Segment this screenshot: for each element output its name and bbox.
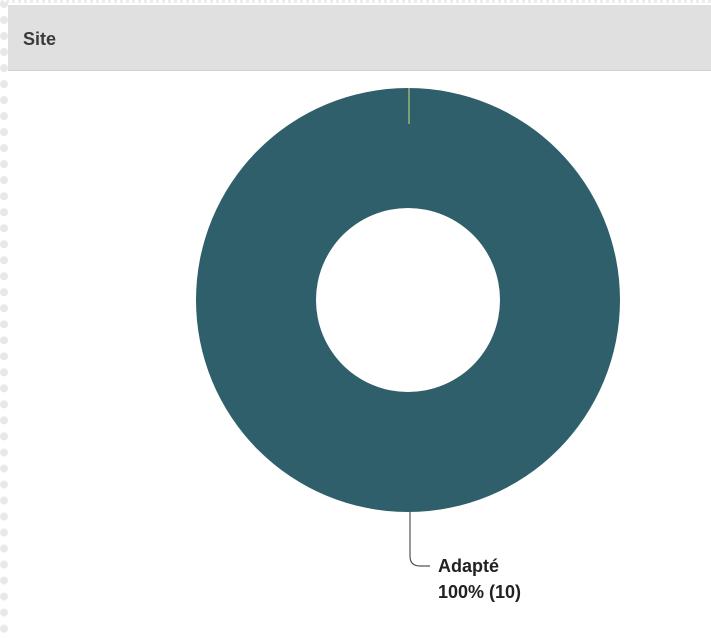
donut-chart: Adapté 100% (10) [196,88,620,602]
panel-title: Site [23,29,57,49]
slice-label: Adapté [438,556,499,576]
slice-value-label: 100% (10) [438,582,521,602]
chart-area: Adapté 100% (10) [8,72,711,633]
leader-line [409,512,430,567]
slices-group [196,88,620,512]
panel-header: Site [8,5,711,71]
donut-slice-adapt-[interactable] [196,88,620,512]
